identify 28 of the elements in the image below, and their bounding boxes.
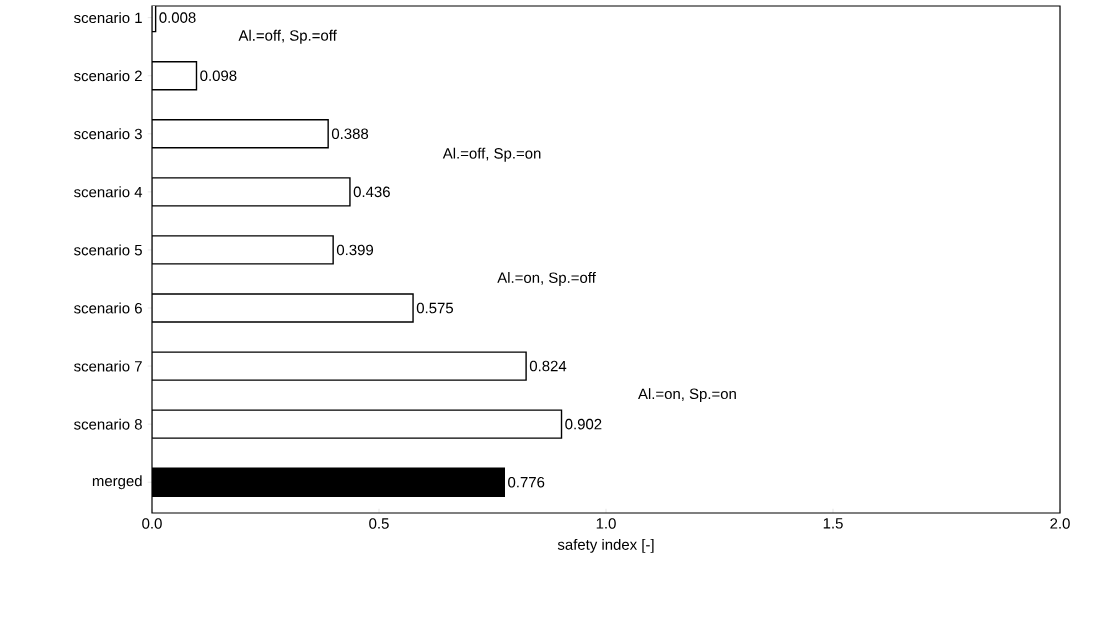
y-tick-label: scenario 6: [74, 302, 142, 314]
y-tick-label: scenario 1: [74, 12, 142, 24]
annotation: Al.=on, Sp.=off: [497, 271, 596, 286]
x-tick-label: 0.0: [142, 518, 162, 529]
annotation: Al.=on, Sp.=on: [638, 388, 736, 403]
data-label: 0.388: [331, 128, 369, 140]
data-label: 0.098: [200, 70, 237, 81]
y-tick-label: scenario 3: [74, 128, 142, 140]
data-label: 0.008: [159, 12, 196, 23]
x-tick-label: 1.0: [596, 518, 616, 529]
x-tick-label: 0.5: [369, 518, 389, 529]
x-axis-title: safety index [-]: [557, 538, 654, 553]
x-tick-label: 1.5: [823, 518, 843, 529]
y-tick-label: merged: [92, 475, 142, 490]
annotation: Al.=off, Sp.=on: [442, 147, 541, 162]
x-tick-label: 2.0: [1050, 518, 1070, 529]
y-tick-label: scenario 4: [74, 186, 143, 198]
data-label: 0.399: [336, 244, 374, 256]
data-label: 0.436: [353, 186, 390, 198]
y-tick-label: scenario 8: [74, 418, 142, 430]
y-tick-label: scenario 2: [74, 70, 142, 82]
data-label: 0.824: [529, 360, 567, 372]
y-tick-label: scenario 5: [74, 244, 142, 256]
data-label: 0.776: [508, 476, 545, 488]
annotation: Al.=off, Sp.=off: [238, 29, 337, 44]
y-tick-label: scenario 7: [74, 360, 142, 372]
data-label: 0.575: [416, 302, 454, 314]
data-label: 0.902: [565, 418, 602, 430]
